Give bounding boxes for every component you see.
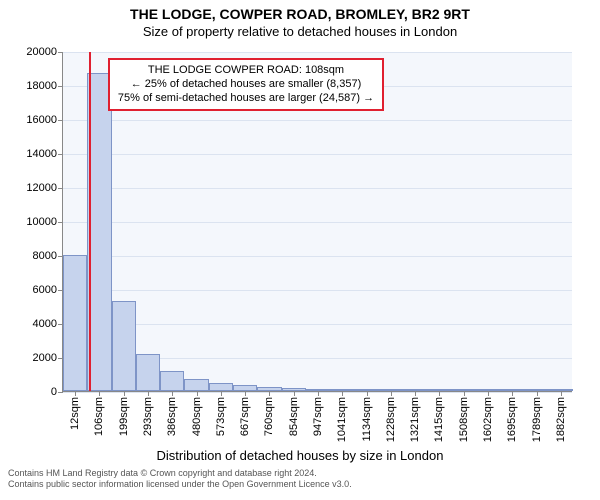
x-axis-label: Distribution of detached houses by size … [0,448,600,463]
xtick-label: 1228sqm [385,397,397,442]
xtick-mark [318,391,319,396]
xtick-label: 667sqm [239,397,251,436]
annotation-line2: ← 25% of detached houses are smaller (8,… [118,78,374,92]
xtick-mark [488,391,489,396]
xtick-label: 1041sqm [336,397,348,442]
xtick-mark [512,391,513,396]
xtick-mark [391,391,392,396]
xtick-label: 1882sqm [555,397,567,442]
xtick-label: 854sqm [288,397,300,436]
ytick-label: 14000 [26,148,63,160]
gridline [63,154,572,155]
plot-area: 0200040006000800010000120001400016000180… [62,52,572,392]
histogram-bar [136,354,160,391]
histogram-bar [87,73,111,391]
xtick-label: 1415sqm [433,397,445,442]
xtick-mark [124,391,125,396]
ytick-label: 20000 [26,46,63,58]
gridline [63,256,572,257]
ytick-label: 18000 [26,80,63,92]
annotation-box: THE LODGE COWPER ROAD: 108sqm ← 25% of d… [108,58,384,111]
xtick-label: 1321sqm [409,397,421,442]
histogram-bar [112,301,136,391]
xtick-mark [367,391,368,396]
ytick-label: 8000 [33,250,63,262]
xtick-label: 1695sqm [506,397,518,442]
gridline [63,120,572,121]
xtick-label: 1508sqm [458,397,470,442]
xtick-label: 1134sqm [361,397,373,441]
xtick-mark [148,391,149,396]
xtick-mark [415,391,416,396]
xtick-mark [221,391,222,396]
xtick-mark [269,391,270,396]
gridline [63,222,572,223]
histogram-bar [184,379,208,391]
chart-title: THE LODGE, COWPER ROAD, BROMLEY, BR2 9RT [0,0,600,22]
xtick-label: 1602sqm [482,397,494,442]
property-marker-line [89,52,91,391]
xtick-label: 573sqm [215,397,227,436]
attribution-line1: Contains HM Land Registry data © Crown c… [8,468,352,479]
xtick-label: 293sqm [142,397,154,436]
gridline [63,324,572,325]
xtick-mark [342,391,343,396]
xtick-mark [439,391,440,396]
ytick-label: 10000 [26,216,63,228]
ytick-label: 16000 [26,114,63,126]
annotation-line1: THE LODGE COWPER ROAD: 108sqm [118,64,374,78]
gridline [63,290,572,291]
ytick-label: 6000 [33,284,63,296]
xtick-label: 12sqm [69,397,81,430]
ytick-label: 4000 [33,318,63,330]
chart-subtitle: Size of property relative to detached ho… [0,22,600,39]
xtick-mark [245,391,246,396]
gridline [63,188,572,189]
xtick-label: 760sqm [263,397,275,436]
xtick-label: 1789sqm [531,397,543,442]
xtick-mark [464,391,465,396]
ytick-label: 12000 [26,182,63,194]
xtick-mark [172,391,173,396]
chart-container: THE LODGE, COWPER ROAD, BROMLEY, BR2 9RT… [0,0,600,500]
xtick-label: 199sqm [118,397,130,436]
xtick-mark [75,391,76,396]
histogram-bar [63,255,87,391]
gridline [63,52,572,53]
histogram-bar [160,371,184,391]
histogram-bar [209,383,233,391]
ytick-label: 2000 [33,352,63,364]
xtick-label: 106sqm [93,397,105,436]
xtick-mark [294,391,295,396]
annotation-line3: 75% of semi-detached houses are larger (… [118,92,374,106]
xtick-label: 480sqm [191,397,203,436]
attribution-line2: Contains public sector information licen… [8,479,352,490]
xtick-label: 386sqm [166,397,178,436]
attribution: Contains HM Land Registry data © Crown c… [8,468,352,490]
xtick-mark [537,391,538,396]
xtick-mark [99,391,100,396]
xtick-mark [197,391,198,396]
xtick-label: 947sqm [312,397,324,436]
xtick-mark [561,391,562,396]
ytick-label: 0 [51,386,63,398]
